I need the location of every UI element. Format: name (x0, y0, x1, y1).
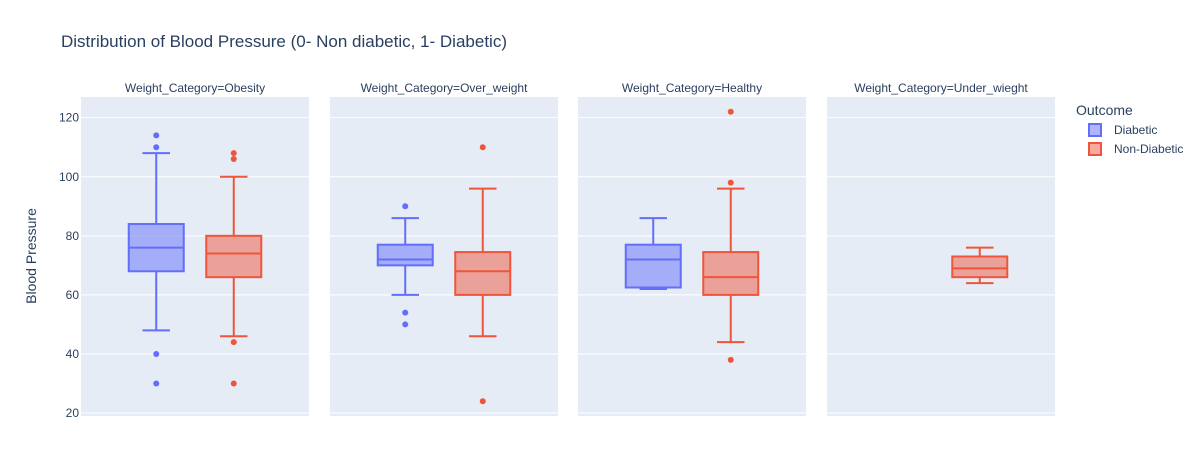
facet-panel: Weight_Category=Over_weight (330, 81, 558, 416)
y-tick-label: 100 (59, 170, 79, 184)
outlier-point (402, 203, 409, 210)
legend-title: Outcome (1076, 102, 1133, 118)
outlier-point (230, 339, 237, 346)
outlier-point (402, 309, 409, 316)
outlier-point (479, 144, 486, 151)
y-tick-label: 40 (66, 347, 80, 361)
iqr-box (454, 251, 512, 296)
panels-layer: 20 40 60 80 100 120 Weight_Category=Obesity Wei… (59, 81, 1055, 420)
outlier-point (230, 380, 237, 387)
facet-panel: Weight_Category=Under_wieght (827, 81, 1055, 416)
outlier-point (727, 108, 734, 115)
outlier-point (153, 132, 160, 139)
y-tick-label: 60 (66, 288, 80, 302)
box-diabetic (624, 217, 682, 290)
facet-label: Weight_Category=Over_weight (361, 81, 529, 95)
box-non-diabetic (702, 108, 760, 363)
outlier-point (153, 350, 160, 357)
outlier-point (153, 380, 160, 387)
iqr-box (205, 234, 263, 279)
legend-item-diabetic[interactable]: Diabetic (1088, 123, 1157, 137)
box-non-diabetic (951, 246, 1009, 285)
facet-panel: Weight_Category=Obesity (81, 81, 309, 416)
box-non-diabetic (454, 144, 512, 405)
outlier-point (479, 398, 486, 405)
y-tick-label: 20 (66, 406, 80, 420)
iqr-box (951, 255, 1009, 279)
facet-label: Weight_Category=Under_wieght (854, 81, 1028, 95)
legend-item-non-diabetic[interactable]: Non-Diabetic (1088, 142, 1183, 156)
iqr-box (624, 243, 682, 289)
outlier-point (727, 356, 734, 363)
outlier-point (153, 144, 160, 151)
box-non-diabetic (205, 150, 263, 387)
legend[interactable]: Outcome Diabetic Non-Diabetic (1076, 102, 1183, 156)
panel-background (81, 97, 309, 416)
outlier-point (727, 179, 734, 186)
outlier-point (402, 321, 409, 328)
panel-background (827, 97, 1055, 416)
box-diabetic (376, 203, 434, 328)
iqr-box (702, 251, 760, 296)
panel-background (578, 97, 806, 416)
legend-label: Non-Diabetic (1114, 142, 1183, 156)
panel-background (330, 97, 558, 416)
legend-swatch (1088, 142, 1102, 156)
y-tick-label: 80 (66, 229, 80, 243)
chart-title: Distribution of Blood Pressure (0- Non d… (61, 32, 507, 51)
y-tick-label: 120 (59, 111, 79, 125)
box-diabetic (127, 132, 185, 387)
facet-label: Weight_Category=Healthy (622, 81, 762, 95)
legend-label: Diabetic (1114, 123, 1157, 137)
outlier-point (230, 156, 237, 163)
legend-swatch (1088, 123, 1102, 137)
outlier-point (230, 150, 237, 157)
y-axis-label: Blood Pressure (23, 208, 39, 304)
iqr-box (376, 243, 434, 267)
facet-label: Weight_Category=Obesity (125, 81, 265, 95)
facet-panel: Weight_Category=Healthy (578, 81, 806, 416)
